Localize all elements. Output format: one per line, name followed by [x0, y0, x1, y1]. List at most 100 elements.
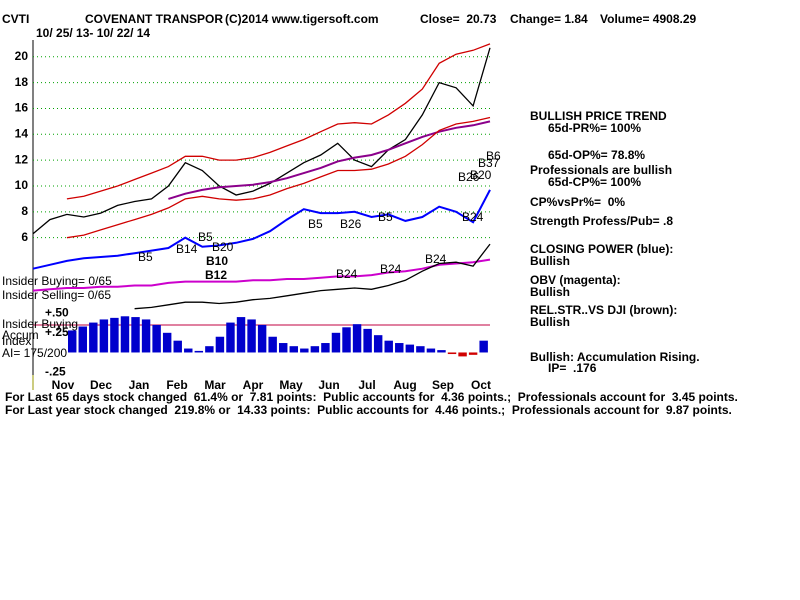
x-tick-label: Apr — [243, 378, 264, 392]
y-tick-label: 10 — [15, 178, 29, 192]
signal-label: B5 — [378, 210, 393, 224]
accum-bar — [89, 322, 98, 353]
accum-bar — [173, 340, 182, 353]
accum-bar — [363, 328, 372, 353]
x-tick-label: Jan — [129, 378, 150, 392]
insider-buying-2: Insider Buying — [2, 317, 78, 331]
insider-selling: Insider Selling= 0/65 — [2, 288, 111, 302]
accum-bar — [458, 352, 467, 357]
signal-label: B24 — [336, 267, 358, 281]
signal-label: B37 — [478, 156, 500, 170]
close: Close= 20.73 — [420, 12, 497, 26]
signal-label: B5 — [308, 217, 323, 231]
series-line — [66, 116, 491, 239]
side-note: REL.STR..VS DJI (brown): — [530, 303, 677, 317]
change: Change= 1.84 — [510, 12, 588, 26]
ai-label: AI= 175/200 — [2, 346, 67, 360]
y-tick-label: +.25 — [45, 325, 69, 339]
side-note: 65d-CP%= 100% — [548, 175, 641, 189]
accum-bar — [331, 332, 341, 353]
accum-bar — [447, 352, 457, 355]
accum-bar — [141, 319, 151, 353]
side-note: Bullish — [530, 285, 570, 299]
accum-bar — [426, 348, 436, 353]
x-tick-label: Jun — [318, 378, 339, 392]
side-note: BULLISH PRICE TREND — [530, 109, 667, 123]
side-note: Bullish: Accumulation Rising. — [530, 350, 700, 364]
side-note: OBV (magenta): — [530, 273, 621, 287]
signal-label: B26 — [458, 170, 480, 184]
company-name: COVENANT TRANSPOR — [85, 12, 223, 26]
series-line — [134, 243, 491, 310]
accum-bar — [99, 319, 109, 353]
accum-bar — [226, 322, 235, 353]
x-tick-label: Jul — [358, 378, 375, 392]
series-line — [66, 43, 491, 200]
side-note: Strength Profess/Pub= .8 — [530, 214, 673, 228]
y-tick-label: 20 — [15, 49, 29, 63]
signal-label: B20 — [212, 240, 234, 254]
accum-bar — [384, 340, 393, 353]
accum-bar — [321, 343, 330, 353]
accum-bar — [257, 324, 267, 353]
accum-bar — [416, 346, 425, 353]
accum-bar — [289, 346, 298, 353]
x-tick-label: Feb — [166, 378, 187, 392]
side-note: 65d-PR%= 100% — [548, 121, 641, 135]
side-note: Professionals are bullish — [530, 163, 672, 177]
accum-bar — [268, 336, 277, 353]
accum-label: Accum — [2, 328, 39, 342]
symbol: CVTI — [2, 12, 29, 26]
side-note: IP= .176 — [548, 361, 597, 375]
side-note: Bullish — [530, 315, 570, 329]
x-tick-label: Nov — [52, 378, 75, 392]
y-tick-label: 12 — [15, 152, 29, 166]
x-tick-label: Aug — [393, 378, 416, 392]
signal-label: B12 — [205, 268, 227, 282]
accum-bar — [300, 348, 309, 353]
footer-line: For Last year stock changed 219.8% or 14… — [5, 403, 732, 417]
accum-bar — [352, 324, 362, 353]
insider-buying: Insider Buying= 0/65 — [2, 274, 112, 288]
accum-bar — [110, 317, 119, 353]
accum-bar — [479, 340, 488, 353]
volume: Volume= 4908.29 — [600, 12, 696, 26]
signal-label: B6 — [486, 149, 501, 163]
series-line — [32, 47, 491, 235]
accum-bar — [437, 350, 446, 353]
y-tick-label: -.25 — [45, 364, 66, 378]
signal-label: B24 — [380, 262, 402, 276]
accum-bar — [405, 344, 415, 353]
copyright: (C)2014 www.tigersoft.com — [225, 12, 379, 26]
y-tick-label: +.50 — [45, 305, 69, 319]
side-note: CLOSING POWER (blue): — [530, 242, 673, 256]
series-line — [32, 189, 491, 270]
accum-bar — [78, 326, 87, 353]
accum-bar — [373, 335, 383, 353]
series-line — [32, 258, 491, 292]
signal-label: B24 — [425, 252, 447, 266]
y-tick-label: 16 — [15, 101, 29, 115]
date-range: 10/ 25/ 13- 10/ 22/ 14 — [36, 26, 150, 40]
signal-label: B26 — [340, 217, 362, 231]
index-label: Index — [2, 334, 31, 348]
accum-bar — [68, 330, 77, 353]
side-note: 65d-OP%= 78.8% — [548, 148, 645, 162]
y-tick-label: 6 — [21, 230, 28, 244]
accum-bar — [468, 352, 478, 355]
accum-bar — [279, 343, 288, 353]
signal-label: B20 — [470, 168, 492, 182]
x-tick-label: May — [279, 378, 303, 392]
y-tick-label: 18 — [15, 75, 29, 89]
signal-label: B5 — [198, 230, 213, 244]
y-tick-label: 8 — [21, 204, 28, 218]
accum-bar — [120, 316, 130, 353]
accum-bar — [395, 343, 404, 353]
accum-bar — [247, 319, 256, 353]
x-tick-label: Oct — [471, 378, 491, 392]
signal-label: B5 — [138, 250, 153, 264]
accum-bar — [236, 317, 246, 353]
x-tick-label: Sep — [432, 378, 454, 392]
